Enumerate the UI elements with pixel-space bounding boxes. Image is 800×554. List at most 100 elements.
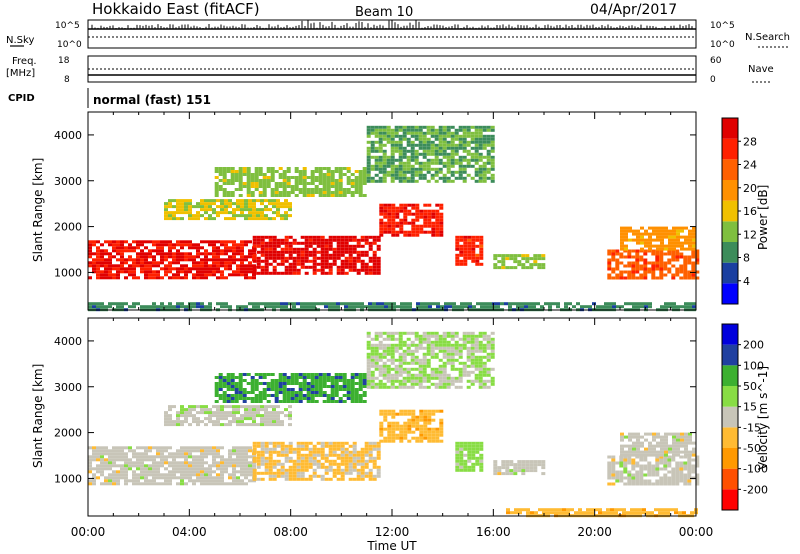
power-echo-cell [320,235,325,239]
velocity-echo-cell [220,417,224,421]
velocity-echo-cell [459,450,464,454]
power-echo-cell [426,161,431,165]
velocity-echo-cell [619,473,624,477]
velocity-echo-cell [144,449,148,453]
power-echo-cell [533,254,538,258]
velocity-echo-cell [248,464,252,468]
velocity-echo-cell [342,373,347,376]
power-echo-cell [358,188,363,191]
velocity-echo-cell [390,346,395,350]
power-echo-cell [454,176,459,180]
power-echo-cell [260,271,265,275]
power-echo-cell [212,240,216,244]
power-echo-cell [326,167,331,170]
velocity-echo-cell [426,376,431,380]
velocity-echo-cell [204,411,208,415]
velocity-echo-cell [493,460,498,464]
velocity-echo-cell [364,447,369,451]
power-echo-cell [446,167,451,171]
power-echo-cell [232,246,236,250]
velocity-echo-cell [92,473,96,477]
velocity-echo-cell [140,467,144,471]
velocity-echo-cell [427,433,432,437]
power-echo-cell [350,191,355,194]
power-echo-cell [684,247,688,251]
power-echo-cell [232,252,236,256]
power-echo-cell [434,161,439,165]
velocity-echo-cell [236,417,240,421]
velocity-echo-cell [346,379,351,382]
power-echo-cell [336,268,341,272]
power-echo-cell [671,249,676,253]
power-echo-cell [318,191,323,194]
power-echo-cell [258,191,263,194]
power-echo-cell [474,170,479,174]
velocity-echo-cell [382,367,387,371]
power-echo-cell [336,271,341,275]
velocity-echo-cell [391,412,396,416]
power-echo-cell [462,164,467,168]
power-echo-cell [244,255,248,259]
power-echo-cell [478,164,483,168]
power-echo-cell [358,176,363,179]
power-echo-cell [399,206,404,210]
velocity-echo-cell [272,420,276,424]
power-echo-cell [260,211,264,215]
power-echo-cell [248,261,252,265]
velocity-echo-cell [619,479,624,483]
velocity-echo-cell [286,382,291,385]
velocity-echo-cell [671,473,676,477]
power-echo-cell [272,244,277,248]
power-echo-cell [411,233,416,237]
velocity-echo-cell [180,452,184,456]
power-echo-cell [100,258,104,262]
velocity-echo-cell [360,468,365,472]
velocity-echo-cell [688,450,692,454]
power-echo-cell [300,250,305,254]
velocity-echo-cell [248,470,252,474]
velocity-echo-cell [332,462,337,466]
power-echo-cell [258,185,263,188]
velocity-echo-cell [378,373,383,377]
power-echo-cell [604,305,608,309]
power-echo-cell [340,235,345,239]
power-echo-cell [224,205,228,209]
velocity-echo-cell [184,461,188,465]
power-echo-cell [292,241,297,245]
power-echo-cell [108,270,112,274]
velocity-echo-cell [128,461,132,465]
power-echo-cell [260,217,264,221]
velocity-echo-cell [334,373,339,376]
velocity-echo-cell [623,464,628,468]
velocity-echo-cell [290,373,295,376]
velocity-echo-cell [334,394,339,397]
power-echo-cell [442,134,447,138]
velocity-echo-cell [176,452,180,456]
power-echo-cell [467,244,472,248]
velocity-echo-cell [402,358,407,362]
velocity-echo-cell [260,420,264,424]
velocity-echo-cell [376,456,381,460]
velocity-echo-cell [280,423,284,427]
power-echo-cell [458,173,463,177]
power-echo-cell [214,191,219,194]
velocity-echo-cell [254,400,259,403]
power-echo-cell [276,205,280,209]
power-echo-cell [236,258,240,262]
velocity-echo-cell [459,444,464,448]
power-echo-cell [426,158,431,162]
power-echo-cell [446,176,451,180]
power-echo-cell [659,261,664,265]
power-echo-cell [672,302,676,306]
power-echo-cell [374,146,379,150]
power-echo-cell [160,249,164,253]
power-echo-cell [399,218,404,222]
velocity-echo-cell [168,408,172,412]
power-echo-cell [458,155,463,159]
velocity-echo-cell [362,400,367,403]
velocity-echo-cell [418,373,423,377]
velocity-echo-cell [366,331,371,335]
velocity-echo-cell [306,388,311,391]
power-echo-cell [390,146,395,150]
velocity-echo-cell [624,435,628,439]
